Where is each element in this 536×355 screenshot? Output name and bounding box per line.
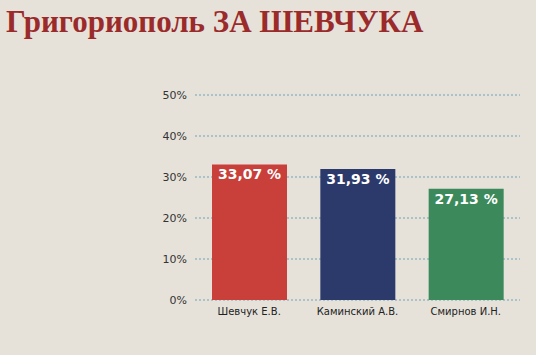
svg-text:Шевчук Е.В.: Шевчук Е.В. — [218, 306, 281, 317]
svg-text:20%: 20% — [163, 212, 187, 225]
svg-text:Смирнов И.Н.: Смирнов И.Н. — [431, 306, 501, 317]
svg-text:50%: 50% — [163, 89, 187, 102]
svg-text:33,07 %: 33,07 % — [218, 166, 281, 182]
svg-text:30%: 30% — [163, 171, 187, 184]
svg-text:40%: 40% — [163, 130, 187, 143]
svg-text:27,13 %: 27,13 % — [435, 191, 498, 207]
svg-text:Каминский А.В.: Каминский А.В. — [317, 306, 399, 317]
svg-text:0%: 0% — [170, 294, 187, 307]
svg-text:31,93 %: 31,93 % — [326, 171, 389, 187]
svg-text:10%: 10% — [163, 253, 187, 266]
html-text:Григориополь ЗА ШЕВЧУКА: Григориополь ЗА ШЕВЧУКА — [6, 4, 424, 39]
